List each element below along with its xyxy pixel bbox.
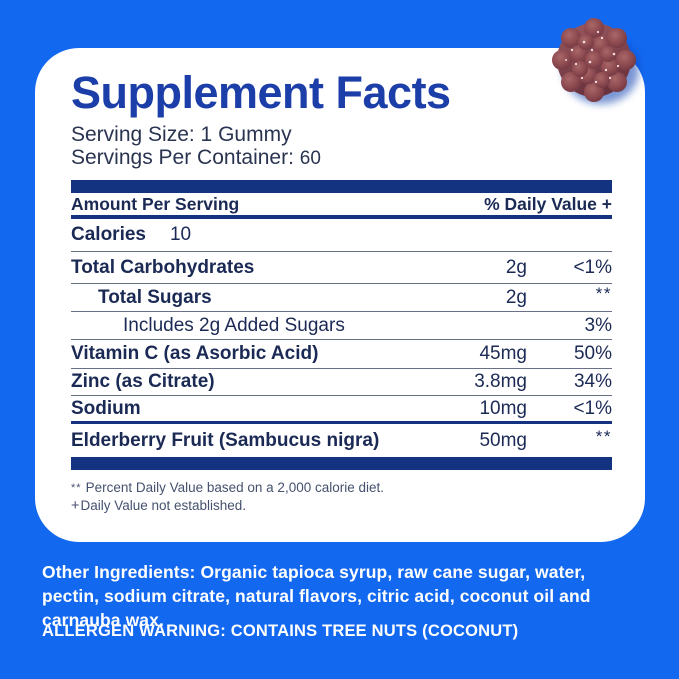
nutrient-amount: 10	[169, 224, 192, 245]
nutrient-name: Sodium	[71, 397, 141, 419]
nutrient-dv: <1%	[573, 256, 612, 278]
footnote-daily-value: ** Percent Daily Value based on a 2,000 c…	[71, 480, 384, 495]
other-ingredients: Other Ingredients: Organic tapioca syrup…	[42, 560, 627, 632]
nutrient-name: Total Sugars	[98, 286, 212, 308]
nutrient-amount: 2g	[505, 286, 527, 308]
nutrient-name: Elderberry Fruit (Sambucus nigra)	[71, 429, 380, 451]
serving-size: Serving Size: 1 Gummy	[71, 123, 292, 146]
nutrient-dv: 3%	[584, 314, 612, 336]
elderberry-gummy-image	[552, 18, 639, 104]
table-row-total-carbohydrates: Total Carbohydrates 2g <1%	[71, 252, 612, 284]
footnote-not-established: +Daily Value not established.	[71, 498, 247, 514]
table-row-elderberry: Elderberry Fruit (Sambucus nigra) 50mg *…	[71, 424, 612, 457]
table-header: Amount Per Serving % Daily Value +	[71, 193, 612, 219]
divider-bar-top	[71, 180, 612, 193]
nutrient-amount: 3.8mg	[474, 371, 527, 392]
nutrient-amount: 45mg	[479, 343, 527, 364]
other-ingredients-label: Other Ingredients:	[42, 562, 196, 582]
nutrient-amount: 50mg	[479, 429, 527, 451]
nutrient-dv: **	[595, 426, 612, 446]
amount-per-serving-header: Amount Per Serving	[71, 193, 240, 214]
table-row-calories: Calories 10	[71, 219, 612, 252]
nutrient-dv: 50%	[573, 343, 612, 364]
table-row-vitamin-c: Vitamin C (as Asorbic Acid) 45mg 50%	[71, 340, 612, 369]
supplement-facts-panel: Supplement Facts Serving Size: 1 Gummy S…	[35, 48, 645, 542]
serving-info: Serving Size: 1 Gummy Servings Per Conta…	[71, 123, 612, 170]
table-row-zinc: Zinc (as Citrate) 3.8mg 34%	[71, 369, 612, 396]
other-ingredients-text: Organic tapioca syrup, raw cane sugar, w…	[42, 562, 591, 630]
table-row-total-sugars: Total Sugars 2g **	[71, 284, 612, 312]
nutrient-dv: **	[595, 283, 612, 303]
divider-bar-bottom	[71, 457, 612, 470]
allergen-warning: ALLERGEN WARNING: CONTAINS TREE NUTS (CO…	[42, 622, 519, 640]
nutrient-dv: 34%	[573, 371, 612, 392]
table-row-added-sugars: Includes 2g Added Sugars 3%	[71, 312, 612, 340]
panel-title: Supplement Facts	[71, 67, 451, 118]
nutrient-amount: 10mg	[479, 397, 527, 419]
nutrient-name: Total Carbohydrates	[71, 256, 255, 278]
nutrient-name: Zinc (as Citrate)	[71, 371, 215, 392]
daily-value-header: % Daily Value +	[484, 193, 612, 214]
nutrient-name: Includes 2g Added Sugars	[123, 314, 345, 336]
nutrient-amount: 2g	[505, 256, 527, 278]
nutrient-dv: <1%	[573, 397, 612, 419]
nutrient-name: Calories	[71, 224, 146, 245]
servings-per-container: Servings Per Container: 60	[71, 146, 321, 169]
footnotes: ** Percent Daily Value based on a 2,000 c…	[71, 479, 612, 515]
nutrient-name: Vitamin C (as Asorbic Acid)	[71, 343, 319, 364]
table-row-sodium: Sodium 10mg <1%	[71, 396, 612, 424]
